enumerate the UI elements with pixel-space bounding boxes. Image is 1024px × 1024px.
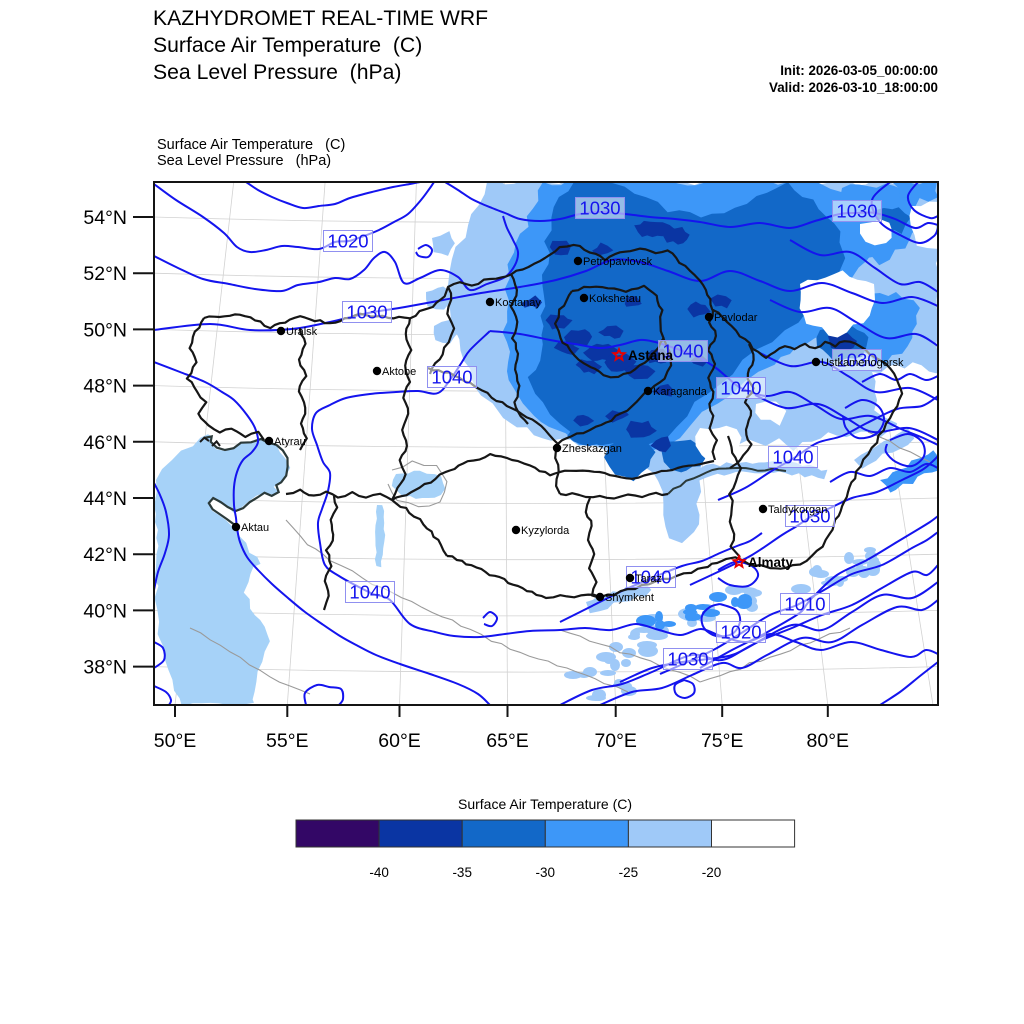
svg-text:Petropavlovsk: Petropavlovsk [583, 256, 653, 268]
svg-text:50°E: 50°E [154, 730, 197, 752]
svg-text:52°N: 52°N [83, 263, 127, 285]
svg-text:1020: 1020 [720, 622, 761, 643]
svg-text:Sea Level Pressure (hPa): Sea Level Pressure (hPa) [153, 61, 402, 84]
svg-text:-40: -40 [369, 865, 389, 880]
svg-text:54°N: 54°N [83, 207, 127, 229]
svg-text:1040: 1040 [720, 378, 761, 399]
svg-text:Kyzylorda: Kyzylorda [521, 525, 570, 537]
svg-text:1030: 1030 [579, 198, 620, 219]
svg-text:50°N: 50°N [83, 319, 127, 341]
svg-text:Astana: Astana [628, 348, 674, 363]
svg-text:KAZHYDROMET REAL-TIME WRF: KAZHYDROMET REAL-TIME WRF [153, 7, 488, 30]
svg-text:65°E: 65°E [486, 730, 529, 752]
svg-text:48°N: 48°N [83, 376, 127, 398]
svg-text:1040: 1040 [349, 582, 390, 603]
svg-text:-20: -20 [702, 865, 722, 880]
svg-text:1030: 1030 [836, 201, 877, 222]
svg-text:Surface Air Temperature (C): Surface Air Temperature (C) [157, 137, 345, 153]
svg-text:Aktobe: Aktobe [382, 366, 416, 378]
svg-text:Atyrau: Atyrau [274, 436, 306, 448]
svg-text:-25: -25 [619, 865, 639, 880]
svg-text:Almaty: Almaty [748, 555, 794, 570]
svg-text:Surface Air Temperature (C): Surface Air Temperature (C) [153, 34, 422, 57]
svg-text:38°N: 38°N [83, 657, 127, 679]
svg-text:75°E: 75°E [701, 730, 744, 752]
svg-text:70°E: 70°E [594, 730, 637, 752]
svg-text:Karaganda: Karaganda [653, 386, 708, 398]
svg-text:-35: -35 [452, 865, 472, 880]
svg-text:Pavlodar: Pavlodar [714, 312, 758, 324]
svg-text:1030: 1030 [836, 350, 877, 371]
svg-text:1030: 1030 [346, 302, 387, 323]
svg-text:1040: 1040 [662, 341, 703, 362]
svg-text:Shymkent: Shymkent [605, 592, 654, 604]
svg-text:40°N: 40°N [83, 600, 127, 622]
svg-text:Taldykorgan: Taldykorgan [768, 504, 827, 516]
svg-text:Kostanay: Kostanay [495, 297, 541, 309]
svg-text:Taraz: Taraz [635, 573, 662, 585]
svg-text:55°E: 55°E [266, 730, 309, 752]
svg-text:Init: 2026-03-05_00:00:00: Init: 2026-03-05_00:00:00 [780, 63, 938, 78]
svg-text:Zheskazgan: Zheskazgan [562, 443, 622, 455]
svg-text:Surface Air Temperature (C): Surface Air Temperature (C) [458, 796, 632, 812]
svg-text:Uralsk: Uralsk [286, 326, 318, 338]
svg-text:Aktau: Aktau [241, 522, 269, 534]
svg-text:44°N: 44°N [83, 488, 127, 510]
svg-text:-30: -30 [536, 865, 556, 880]
svg-text:1040: 1040 [630, 567, 671, 588]
svg-text:Sea Level Pressure (hPa): Sea Level Pressure (hPa) [157, 153, 331, 169]
svg-text:80°E: 80°E [807, 730, 850, 752]
svg-text:Valid: 2026-03-10_18:00:00: Valid: 2026-03-10_18:00:00 [769, 80, 938, 95]
svg-text:1020: 1020 [327, 231, 368, 252]
svg-text:1010: 1010 [784, 594, 825, 615]
svg-text:1040: 1040 [772, 447, 813, 468]
svg-text:Ustkamenogorsk: Ustkamenogorsk [821, 357, 904, 369]
svg-text:42°N: 42°N [83, 544, 127, 566]
svg-text:Kokshetau: Kokshetau [589, 293, 641, 305]
svg-text:60°E: 60°E [378, 730, 421, 752]
svg-text:1030: 1030 [789, 506, 830, 527]
svg-text:1040: 1040 [431, 367, 472, 388]
svg-text:1030: 1030 [667, 649, 708, 670]
svg-text:46°N: 46°N [83, 432, 127, 454]
